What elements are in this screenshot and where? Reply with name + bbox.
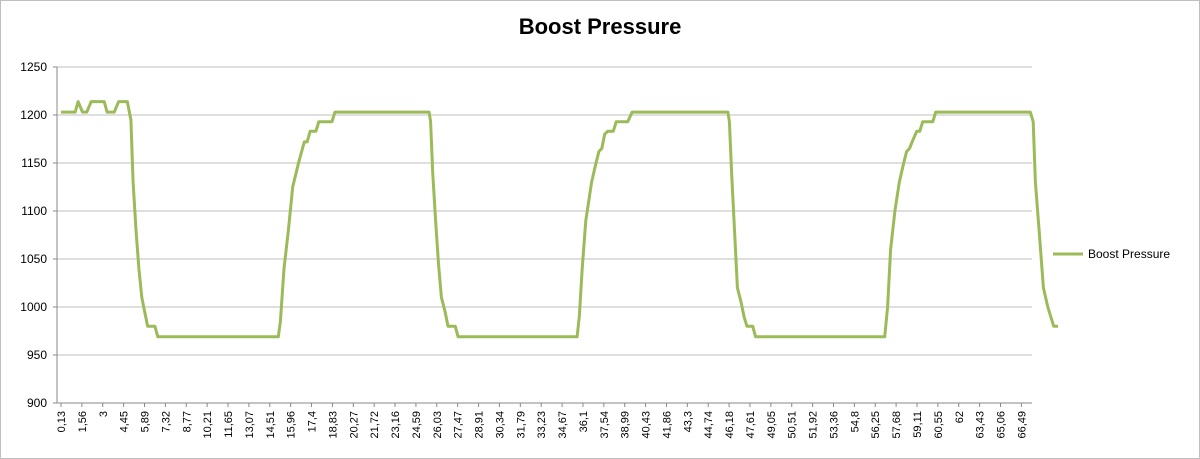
x-tick-label: 26,03 [432,411,444,439]
x-tick-label: 14,51 [265,411,277,439]
x-tick-label: 43,3 [682,411,694,432]
x-tick-label: 24,59 [411,411,423,439]
x-tick-label: 33,23 [536,411,548,439]
x-tick-label: 54,8 [849,411,861,432]
x-tick-label: 65,06 [996,411,1008,439]
x-tick-label: 60,55 [933,411,945,439]
x-tick-label: 20,27 [348,411,360,439]
x-tick-label: 23,16 [390,411,402,439]
x-tick-label: 0,13 [56,411,68,432]
x-tick-label: 34,67 [557,411,569,439]
x-tick-label: 41,86 [661,411,673,439]
x-tick-label: 4,45 [119,411,131,432]
x-tick-label: 57,68 [891,411,903,439]
x-tick-label: 59,11 [912,411,924,438]
x-tick-label: 3 [98,411,110,417]
x-tick-label: 30,34 [494,411,506,439]
x-tick-label: 28,91 [474,411,486,439]
x-tick-label: 49,05 [766,411,778,439]
y-tick-label: 1000 [20,300,47,314]
x-tick-label: 5,89 [140,411,152,432]
x-tick-label: 8,77 [181,411,193,432]
x-tick-label: 44,74 [703,411,715,439]
chart-title: Boost Pressure [518,14,682,39]
x-tick-label: 40,43 [641,411,653,439]
y-tick-label: 950 [27,348,47,362]
y-tick-label: 900 [27,396,47,410]
legend: Boost Pressure [1053,247,1170,261]
x-tick-label: 62 [954,411,966,423]
x-tick-label: 56,25 [870,411,882,439]
x-tick-label: 38,99 [620,411,632,439]
y-tick-label: 1200 [20,108,47,122]
x-tick-label: 53,36 [828,411,840,439]
x-tick-label: 18,83 [327,411,339,439]
x-tick-label: 47,61 [745,411,757,439]
x-tick-label: 21,72 [369,411,381,439]
x-tick-label: 11,65 [223,411,235,438]
series-line-boost-pressure [61,100,1058,339]
y-tick-label: 1150 [21,156,47,170]
x-tick-label: 51,92 [808,411,820,439]
x-tick-label: 46,18 [724,411,736,439]
y-tick-label: 1050 [20,252,47,266]
x-tick-label: 15,96 [286,411,298,439]
x-tick-label: 7,32 [160,411,172,432]
x-tick-label: 66,49 [1016,411,1028,439]
x-tick-label: 13,07 [244,411,256,439]
x-axis-ticks: 0,13 1,56 3 4,45 5,89 7,32 8,77 10,21 11,65 13,07… [56,403,1028,439]
x-tick-label: 27,47 [453,411,465,439]
y-axis-ticks: 900 950 1000 1050 1100 1150 1200 1250 [20,60,57,410]
legend-label: Boost Pressure [1088,247,1170,261]
x-tick-label: 50,51 [787,411,799,439]
y-tick-label: 1250 [20,60,47,74]
x-tick-label: 17,4 [307,411,319,432]
x-tick-label: 36,1 [578,411,590,432]
y-tick-label: 1100 [21,204,47,218]
gridlines [57,66,1032,356]
x-tick-label: 1,56 [77,411,89,432]
x-tick-label: 10,21 [202,411,214,439]
x-tick-label: 37,54 [599,411,611,439]
x-tick-label: 31,79 [515,411,527,439]
x-tick-label: 63,43 [975,411,987,439]
